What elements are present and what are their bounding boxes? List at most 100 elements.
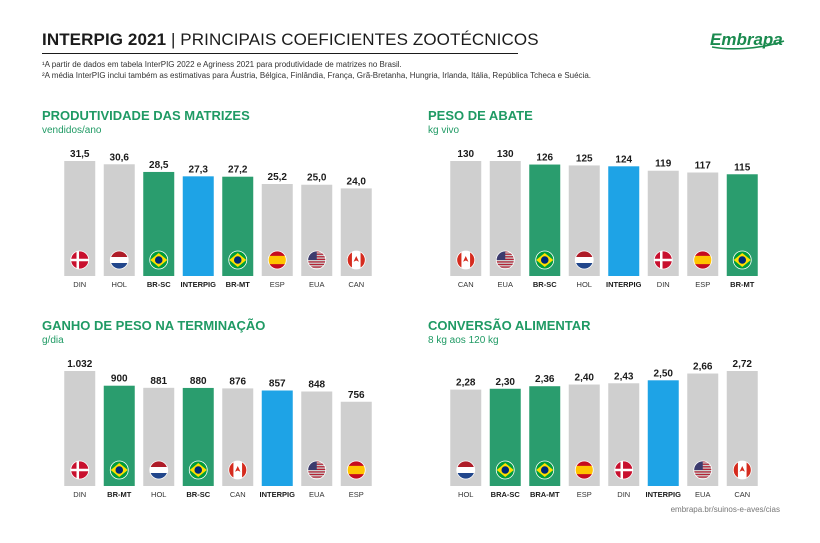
category-label: HOL	[112, 280, 127, 289]
flag-br-icon	[109, 460, 129, 480]
flag-nl-icon	[456, 460, 476, 480]
chart-title: CONVERSÃO ALIMENTAR	[428, 318, 591, 333]
footnotes: ¹A partir de dados em tabela InterPIG 20…	[42, 59, 591, 81]
bar-group: 124 INTERPIG	[606, 154, 642, 289]
bar-group: 2,40 ESP	[568, 373, 600, 499]
value-label: 1.032	[67, 359, 92, 370]
category-label: CAN	[230, 490, 246, 499]
header: INTERPIG 2021 | PRINCIPAIS COEFICIENTES …	[42, 30, 782, 50]
bar-group: 2,30 BRA-SC	[489, 377, 521, 499]
bar-group: 126 BR-SC	[529, 153, 561, 289]
bar-group: 2,72 CAN	[726, 359, 758, 499]
flag-es-icon	[267, 250, 287, 270]
value-label: 119	[655, 159, 672, 170]
chart-plot: 130 CAN 130 EUA 126 BR-SC 125 HOL 124 INTERPIG 119…	[450, 149, 758, 289]
bar-group: 125 HOL	[568, 153, 600, 289]
category-label: BR-SC	[186, 490, 210, 499]
bar-group: 880 BR-SC	[182, 376, 214, 499]
bar	[301, 184, 333, 276]
flag-ca-icon	[346, 250, 366, 270]
category-label: CAN	[348, 280, 364, 289]
value-label: 756	[348, 390, 365, 401]
value-label: 27,2	[228, 165, 248, 176]
category-label: INTERPIG	[606, 280, 642, 289]
flag-us-icon	[307, 250, 327, 270]
category-label: CAN	[458, 280, 474, 289]
bar-group: 2,43 DIN	[608, 371, 640, 499]
value-label: 881	[150, 376, 167, 387]
bar-group: 130 EUA	[489, 149, 521, 289]
value-label: 2,72	[733, 359, 753, 370]
value-label: 2,50	[654, 368, 674, 379]
value-label: 876	[229, 376, 246, 387]
category-label: ESP	[270, 280, 285, 289]
bar-group: 28,5 BR-SC	[143, 160, 175, 289]
bar-group: 756 ESP	[340, 390, 372, 499]
category-label: ESP	[349, 490, 364, 499]
category-label: HOL	[151, 490, 166, 499]
bar	[261, 390, 293, 486]
flag-dk-icon	[70, 460, 90, 480]
value-label: 2,28	[456, 378, 476, 389]
flag-ca-icon	[456, 250, 476, 270]
flag-br-icon	[535, 460, 555, 480]
flag-ca-icon	[732, 460, 752, 480]
value-label: 25,2	[268, 172, 288, 183]
category-label: ESP	[695, 280, 710, 289]
chart-title: GANHO DE PESO NA TERMINAÇÃO	[42, 318, 266, 333]
bar-group: 27,2 BR-MT	[222, 165, 254, 289]
category-label: BRA-SC	[491, 490, 521, 499]
embrapa-logo-text: Embrapa	[710, 30, 783, 49]
category-label: BR-SC	[147, 280, 171, 289]
category-label: DIN	[657, 280, 670, 289]
category-label: DIN	[73, 490, 86, 499]
category-label: INTERPIG	[646, 490, 682, 499]
bar-group: 25,2 ESP	[261, 172, 293, 289]
flag-br-icon	[228, 250, 248, 270]
bar-group: 130 CAN	[450, 149, 482, 289]
value-label: 2,40	[575, 373, 595, 384]
flag-us-icon	[495, 250, 515, 270]
flag-es-icon	[574, 460, 594, 480]
page-title: INTERPIG 2021 | PRINCIPAIS COEFICIENTES …	[42, 30, 782, 50]
flag-br-icon	[188, 460, 208, 480]
embrapa-logo: Embrapa	[710, 30, 785, 50]
chart-plot: 1.032 DIN 900 BR-MT 881 HOL 880 BR-SC 876 CAN 857 I…	[64, 359, 372, 499]
bar	[647, 380, 679, 486]
value-label: 115	[734, 162, 751, 173]
bar-group: 2,50 INTERPIG	[646, 368, 682, 499]
bar	[608, 166, 640, 276]
flag-dk-icon	[614, 460, 634, 480]
value-label: 24,0	[347, 176, 367, 187]
chart-subtitle: g/dia	[42, 335, 64, 346]
chart-ganho-peso: GANHO DE PESO NA TERMINAÇÃO g/dia 1.032 D…	[42, 318, 382, 508]
category-label: EUA	[695, 490, 710, 499]
bar	[182, 176, 214, 276]
flag-ca-icon	[228, 460, 248, 480]
bar-group: 25,0 EUA	[301, 173, 333, 289]
flag-br-icon	[149, 250, 169, 270]
value-label: 900	[111, 374, 128, 385]
bar-group: 30,6 HOL	[103, 152, 135, 289]
bar-group: 24,0 CAN	[340, 176, 372, 289]
chart-subtitle: vendidos/ano	[42, 125, 102, 136]
chart-subtitle: kg vivo	[428, 125, 460, 136]
flag-dk-icon	[653, 250, 673, 270]
value-label: 130	[457, 149, 474, 160]
value-label: 130	[497, 149, 514, 160]
flag-us-icon	[307, 460, 327, 480]
chart-plot: 2,28 HOL 2,30 BRA-SC 2,36 BRA-MT 2,40 ESP 2,43 DI…	[450, 359, 758, 499]
chart-subtitle: 8 kg aos 120 kg	[428, 335, 499, 346]
bar-group: 27,3 INTERPIG	[181, 164, 217, 289]
value-label: 125	[576, 153, 593, 164]
chart-peso-abate: PESO DE ABATE kg vivo 130 CAN 130 EUA 126 BR-…	[428, 108, 768, 298]
flag-dk-icon	[70, 250, 90, 270]
category-label: BR-SC	[533, 280, 557, 289]
category-label: BR-MT	[107, 490, 132, 499]
bar-group: 117 ESP	[687, 161, 719, 289]
footer-url: embrapa.br/suinos-e-aves/cias	[670, 505, 780, 514]
category-label: EUA	[309, 280, 324, 289]
category-label: BRA-MT	[530, 490, 560, 499]
category-label: EUA	[309, 490, 324, 499]
page-title-rest: | PRINCIPAIS COEFICIENTES ZOOTÉCNICOS	[170, 30, 539, 49]
